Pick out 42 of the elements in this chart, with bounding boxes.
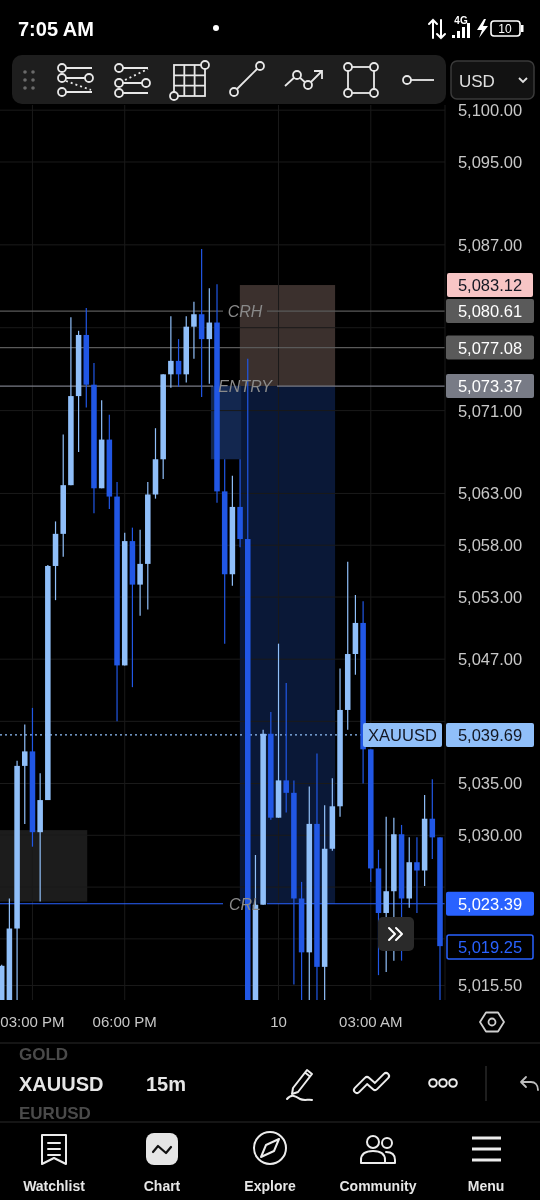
- text: 10: [498, 22, 512, 36]
- y-tick-label: 5,053.00: [457, 587, 523, 606]
- text: Community: [339, 1178, 417, 1194]
- y-tick-label: 5,087.00: [457, 235, 523, 254]
- text: GOLD: [19, 1045, 69, 1064]
- ref-line-label: 5,080.61: [457, 301, 523, 320]
- x-tick-label: 03:00 AM: [339, 1013, 403, 1031]
- y-tick-label: 5,030.00: [457, 826, 523, 845]
- text: USD: [459, 72, 495, 91]
- text: Watchlist: [23, 1178, 86, 1194]
- text: 7:05 AM: [18, 18, 94, 40]
- x-tick-label: 03:00 PM: [0, 1013, 65, 1031]
- candlestick: [283, 682, 289, 814]
- y-tick-label: 5,047.00: [457, 650, 523, 669]
- candlestick: [414, 836, 420, 914]
- y-tick-label: 5,063.00: [457, 484, 523, 503]
- ref-line-label: 5,077.08: [457, 338, 523, 357]
- text: Chart: [143, 1178, 181, 1194]
- candlestick: [137, 529, 143, 617]
- ref-line-label: 5,039.69: [457, 725, 523, 744]
- candlestick: [168, 315, 174, 389]
- annotation: XAUUSD: [368, 725, 437, 744]
- y-tick-label: 5,071.00: [457, 401, 523, 420]
- y-tick-label: 5,015.50: [457, 976, 523, 995]
- candlestick: [191, 301, 197, 360]
- y-tick-label: 5,100.00: [457, 101, 523, 120]
- text: 4G: [454, 15, 468, 26]
- y-tick-label: 5,035.00: [457, 774, 523, 793]
- text: XAUUSD: [19, 1073, 104, 1095]
- x-tick-label: 10: [270, 1013, 287, 1031]
- y-tick-label: 5,095.00: [457, 152, 523, 171]
- x-tick-label: 06:00 PM: [92, 1013, 157, 1031]
- text: EURUSD: [19, 1104, 91, 1123]
- ref-line-label: 5,023.39: [457, 894, 523, 913]
- text: Explore: [244, 1178, 296, 1194]
- ref-line-label: 5,073.37: [457, 376, 523, 395]
- text: 5,083.12: [457, 275, 523, 294]
- y-tick-label: 5,058.00: [457, 536, 523, 555]
- text: Menu: [467, 1178, 505, 1194]
- annotation: CRH: [227, 302, 263, 320]
- text: 5,019.25: [457, 937, 523, 956]
- text: 15m: [146, 1073, 187, 1095]
